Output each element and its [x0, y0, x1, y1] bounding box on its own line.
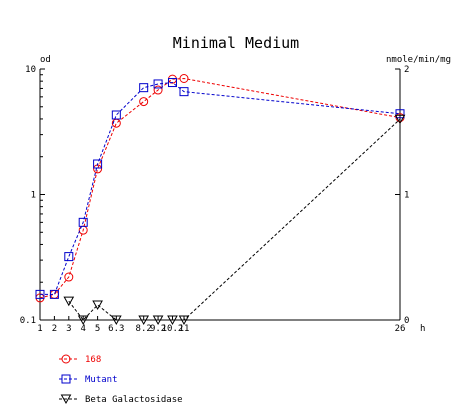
data-point: [93, 159, 103, 169]
series-layer: [35, 74, 406, 326]
series-line: [39, 78, 401, 299]
data-point: [63, 296, 75, 307]
x-tick-label: 26: [395, 324, 406, 334]
legend-label: Mutant: [85, 375, 118, 385]
data-point: [178, 315, 190, 326]
data-point: [78, 217, 88, 227]
x-tick-label: 3: [66, 324, 71, 334]
x-tick-label: 4: [80, 324, 85, 334]
data-point: [394, 114, 406, 125]
data-point: [92, 300, 103, 310]
y-right-tick-label: 2: [404, 65, 409, 75]
data-point: [110, 315, 122, 326]
data-point: [77, 315, 89, 326]
data-point: [138, 315, 150, 326]
data-point: [111, 110, 121, 120]
y-left-tick-label: 1: [31, 191, 36, 201]
legend-marker: [61, 374, 71, 384]
data-point: [167, 315, 178, 326]
y-right-axis-label: nmole/min/mg: [386, 55, 451, 65]
y-left-axis-label: od: [40, 55, 51, 65]
y-right-tick-label: 1: [404, 191, 409, 201]
x-tick-label: 2: [52, 324, 57, 334]
legend-marker: [60, 394, 72, 405]
legend-label: 168: [85, 355, 101, 365]
x-tick-label: 5: [95, 324, 100, 334]
series-beta-galactosidase: [63, 114, 406, 326]
data-point: [35, 289, 45, 299]
x-tick-label: 9.2: [150, 324, 166, 334]
data-point: [49, 289, 59, 299]
y-left-tick-label: 10: [25, 65, 36, 75]
data-point: [153, 79, 163, 89]
x-tick-label: 11: [179, 324, 190, 334]
data-point: [64, 252, 74, 262]
data-point: [139, 97, 149, 107]
x-tick-label: 6.3: [108, 324, 124, 334]
x-tick-label: 1: [37, 324, 42, 334]
chart-title: Minimal Medium: [173, 34, 299, 52]
x-tick-label: 10.2: [162, 324, 184, 334]
y-right-tick-label: 0: [404, 316, 409, 326]
series-mutant: [35, 78, 405, 299]
x-axis-unit-label: h: [420, 324, 425, 334]
data-point: [64, 272, 74, 282]
data-point: [179, 74, 189, 84]
data-point: [139, 83, 149, 93]
series-line: [68, 118, 401, 321]
series-line: [40, 82, 401, 295]
data-point: [153, 85, 163, 95]
y-left-tick-label: 0.1: [20, 316, 36, 326]
data-point: [167, 78, 177, 88]
x-tick-label: 8.2: [136, 324, 152, 334]
legend: 168 Mutant Beta Galactosidase: [59, 354, 183, 405]
data-point: [179, 87, 189, 97]
legend-label: Beta Galactosidase: [85, 395, 183, 405]
legend-marker: [61, 354, 71, 364]
data-point: [395, 109, 405, 119]
data-point: [152, 315, 164, 326]
